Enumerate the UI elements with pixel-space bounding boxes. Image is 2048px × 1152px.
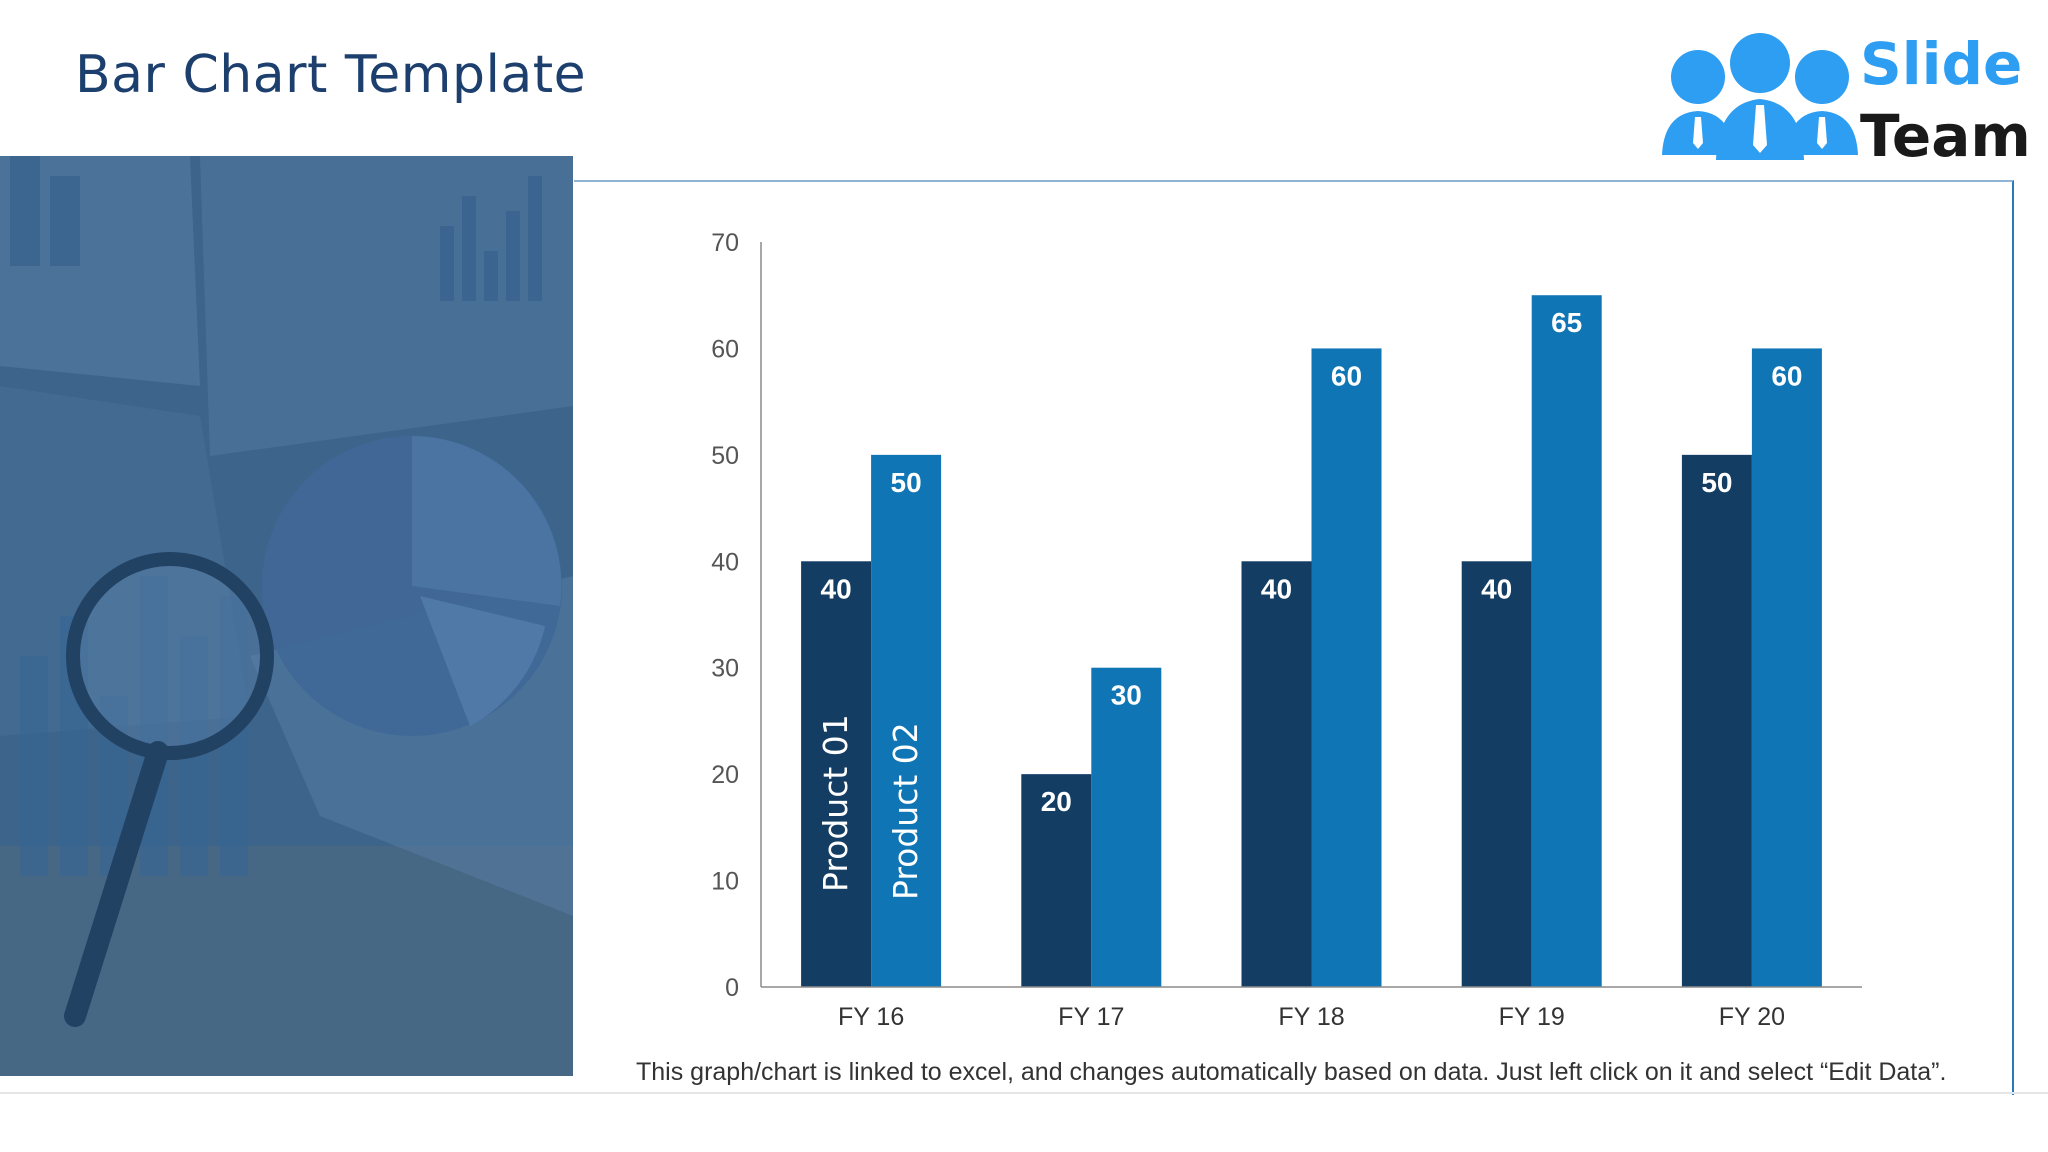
logo-team-text: Team [1860, 102, 2031, 170]
y-tick-label: 0 [725, 974, 739, 1002]
slide-title: Bar Chart Template [75, 45, 587, 105]
x-tick-label: FY 16 [838, 1003, 904, 1031]
y-tick-label: 10 [711, 868, 739, 896]
y-tick-label: 70 [711, 229, 739, 257]
y-tick-label: 30 [711, 655, 739, 683]
series-label-2: Product 02 [886, 722, 925, 900]
bar-2-5[interactable] [1751, 348, 1822, 987]
bar-value-label: 30 [1111, 680, 1142, 711]
bar-2-3[interactable] [1311, 348, 1382, 987]
bar-data-labels: 40 50 20 30 40 60 40 65 50 60 [821, 307, 1803, 817]
y-tick-label: 20 [711, 761, 739, 789]
bar-2-1[interactable] [871, 454, 942, 987]
bar-1-4[interactable] [1461, 561, 1532, 987]
bar-value-label: 60 [1331, 360, 1362, 391]
bar-1-3[interactable] [1241, 561, 1312, 987]
bar-1-2[interactable] [1021, 774, 1092, 987]
bar-value-label: 50 [1701, 467, 1732, 498]
x-tick-label: FY 20 [1719, 1003, 1785, 1031]
analytics-photo [0, 156, 573, 1076]
x-axis-tick-labels: FY 16 FY 17 FY 18 FY 19 FY 20 [838, 1003, 1785, 1031]
bar-1-1[interactable] [801, 561, 872, 987]
x-tick-label: FY 19 [1499, 1003, 1565, 1031]
series-labels: Product 01 Product 02 [816, 714, 925, 900]
y-tick-label: 40 [711, 548, 739, 576]
y-tick-label: 50 [711, 442, 739, 470]
bar-value-label: 50 [891, 467, 922, 498]
slideteam-logo: Slide Team [1660, 25, 2031, 170]
bar-value-label: 40 [1261, 573, 1292, 604]
series-label-1: Product 01 [816, 714, 855, 892]
bar-value-label: 40 [1481, 573, 1512, 604]
chart-frame [574, 180, 2014, 1095]
bar-1-5[interactable] [1681, 454, 1752, 987]
bar-value-label: 65 [1551, 307, 1582, 338]
logo-slide-text: Slide [1860, 30, 2023, 98]
chart-footnote: This graph/chart is linked to excel, and… [636, 1058, 1947, 1086]
x-tick-label: FY 17 [1058, 1003, 1124, 1031]
slide-bottom-divider [0, 1092, 2048, 1094]
x-tick-label: FY 18 [1278, 1003, 1344, 1031]
bar-value-label: 40 [821, 573, 852, 604]
bar-value-label: 20 [1041, 786, 1072, 817]
bar-value-label: 60 [1771, 360, 1802, 391]
bar-2-2[interactable] [1091, 667, 1162, 987]
y-axis-tick-labels: 0 10 20 30 40 50 60 70 [711, 229, 739, 1002]
people-group-icon [1662, 33, 1858, 160]
bars [801, 295, 1822, 987]
bar-2-4[interactable] [1531, 295, 1602, 987]
magnifier-on-charts-illustration [0, 156, 573, 1076]
y-tick-label: 60 [711, 335, 739, 363]
